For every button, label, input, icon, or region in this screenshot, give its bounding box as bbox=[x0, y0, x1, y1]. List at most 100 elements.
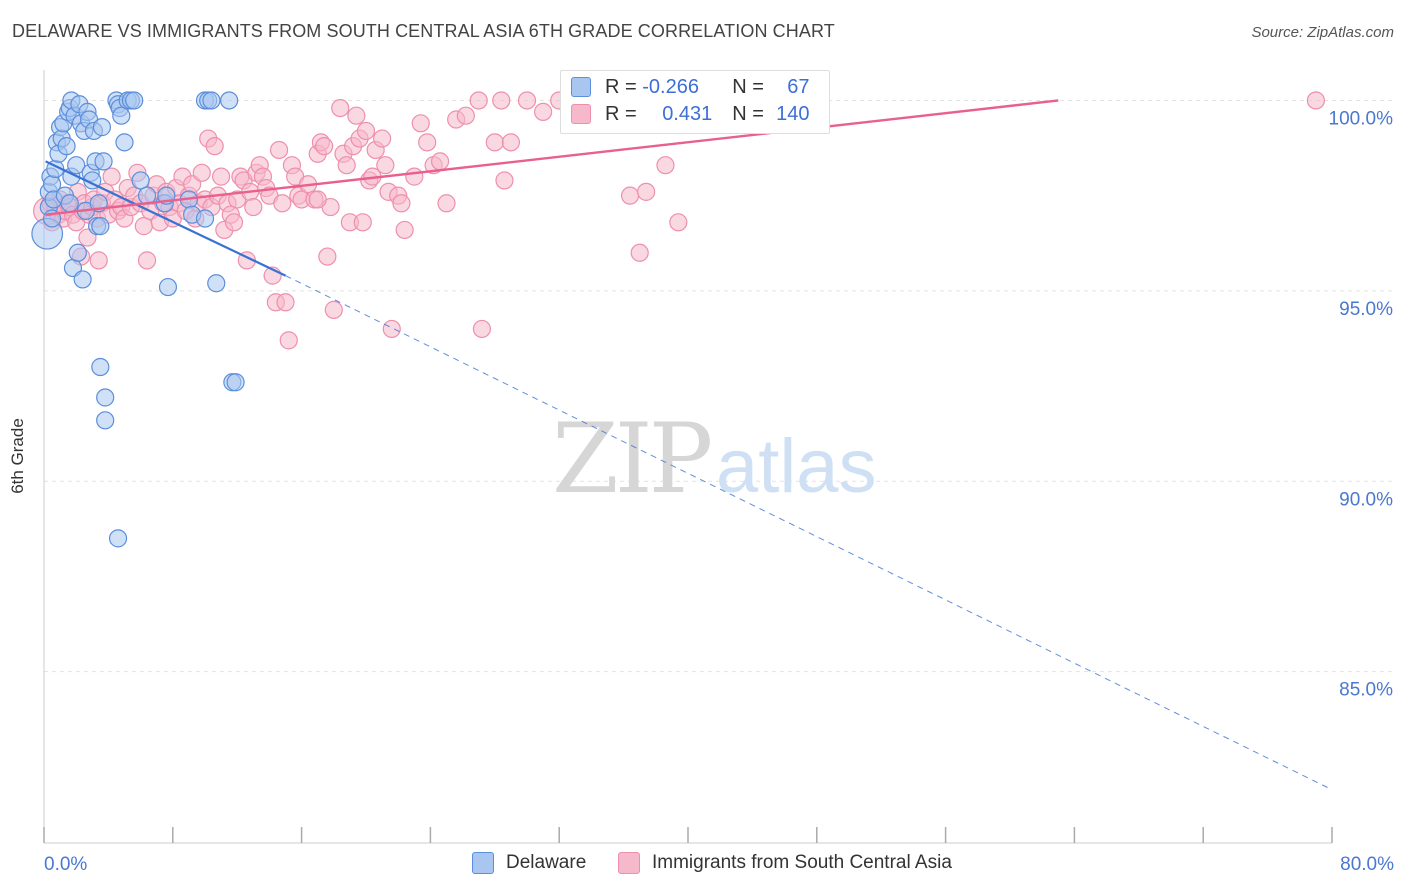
y-tick-label: 95.0% bbox=[1339, 299, 1393, 320]
chart-source: Source: ZipAtlas.com bbox=[1251, 24, 1394, 41]
immigrants-point bbox=[273, 194, 292, 213]
watermark: ZIP atlas bbox=[552, 403, 877, 515]
y-tick-label: 90.0% bbox=[1339, 489, 1393, 510]
immigrants-point bbox=[102, 167, 121, 186]
delaware-point bbox=[73, 270, 92, 289]
tick-label-layer: 100.0% 95.0% 90.0% 85.0% 0.0% 80.0% bbox=[44, 108, 1394, 875]
delaware-point bbox=[68, 243, 87, 262]
immigrants-point bbox=[212, 167, 231, 186]
immigrants-point bbox=[630, 243, 649, 262]
y-tick-label: 100.0% bbox=[1329, 108, 1394, 129]
delaware-point bbox=[60, 194, 79, 213]
watermark-zip: ZIP bbox=[552, 403, 711, 515]
immigrants-point bbox=[495, 171, 514, 190]
immigrants-point bbox=[620, 186, 640, 205]
delaware-point bbox=[96, 411, 115, 430]
immigrants-point bbox=[192, 163, 211, 182]
immigrants-point bbox=[418, 133, 437, 152]
delaware-point bbox=[220, 91, 239, 110]
immigrants-point bbox=[318, 247, 337, 266]
delaware-point bbox=[112, 106, 131, 125]
chart-title: DELAWARE VS IMMIGRANTS FROM SOUTH CENTRA… bbox=[12, 21, 835, 41]
immigrants-point bbox=[337, 156, 356, 175]
legend-r-value: 0.431 bbox=[662, 102, 713, 125]
legend-label-delaware: Delaware bbox=[506, 852, 587, 873]
immigrants-point bbox=[353, 213, 372, 232]
legend-r-label: R = bbox=[605, 102, 637, 125]
immigrants-point bbox=[382, 319, 401, 339]
delaware-point bbox=[94, 152, 113, 171]
immigrants-point bbox=[279, 331, 298, 350]
delaware-trend-extension bbox=[285, 275, 1333, 791]
immigrants-point bbox=[469, 91, 488, 110]
immigrants-point bbox=[244, 197, 263, 217]
legend-swatch-delaware bbox=[472, 852, 494, 874]
legend-r-label: R = bbox=[605, 75, 637, 98]
legend-swatch-immigrants bbox=[571, 104, 591, 124]
immigrants-point bbox=[437, 194, 456, 213]
immigrants-point bbox=[517, 91, 537, 110]
series-delaware bbox=[31, 91, 245, 548]
immigrants-point bbox=[472, 319, 492, 339]
legend-item-delaware[interactable]: Delaware bbox=[472, 852, 586, 874]
legend-r-value: -0.266 bbox=[642, 75, 699, 98]
delaware-point bbox=[125, 91, 144, 110]
delaware-point bbox=[158, 277, 178, 297]
legend-n-value: 67 bbox=[787, 75, 810, 98]
delaware-point bbox=[226, 373, 245, 392]
delaware-point bbox=[131, 171, 150, 190]
immigrants-point bbox=[1306, 91, 1326, 110]
watermark-atlas: atlas bbox=[716, 424, 877, 509]
immigrants-point bbox=[485, 133, 504, 152]
immigrants-point bbox=[392, 194, 411, 213]
delaware-trend-line bbox=[45, 160, 286, 277]
legend-n-label: N = bbox=[732, 102, 764, 125]
delaware-point bbox=[91, 217, 110, 236]
immigrants-point bbox=[347, 106, 366, 125]
immigrants-point bbox=[456, 106, 475, 125]
immigrants-point bbox=[395, 220, 414, 240]
legend-swatch-delaware bbox=[571, 77, 591, 97]
delaware-point bbox=[91, 357, 110, 377]
immigrants-point bbox=[411, 114, 430, 133]
series-legend: Delaware Immigrants from South Central A… bbox=[0, 852, 1406, 878]
legend-label-immigrants: Immigrants from South Central Asia bbox=[652, 852, 952, 873]
immigrants-trend-line bbox=[45, 99, 1059, 216]
delaware-point bbox=[96, 388, 115, 407]
immigrants-point bbox=[205, 137, 224, 156]
immigrants-point bbox=[492, 91, 511, 110]
x-tick-label-max: 80.0% bbox=[1340, 854, 1394, 875]
x-tick-label-min: 0.0% bbox=[44, 854, 87, 875]
immigrants-point bbox=[269, 140, 289, 160]
trend-layer bbox=[45, 99, 1333, 791]
immigrants-point bbox=[331, 98, 350, 118]
delaware-point bbox=[207, 274, 226, 293]
y-tick-label: 85.0% bbox=[1339, 680, 1393, 701]
delaware-point bbox=[57, 137, 76, 156]
immigrants-point bbox=[669, 213, 688, 232]
legend-row-delaware: R = -0.266 N = 67 bbox=[571, 75, 810, 99]
immigrants-point bbox=[324, 300, 343, 319]
immigrants-point bbox=[134, 217, 153, 236]
delaware-point bbox=[202, 91, 221, 110]
legend-row-immigrants: R = 0.431 N = 140 bbox=[571, 102, 810, 126]
correlation-legend: R = -0.266 N = 67 R = 0.431 N = 140 bbox=[560, 70, 830, 134]
immigrants-point bbox=[376, 156, 395, 175]
delaware-point bbox=[115, 133, 134, 152]
legend-n-value: 140 bbox=[776, 102, 810, 125]
immigrants-point bbox=[637, 182, 656, 201]
immigrants-point bbox=[276, 293, 295, 312]
immigrants-point bbox=[501, 133, 520, 152]
immigrants-point bbox=[430, 152, 450, 171]
immigrants-point bbox=[89, 251, 108, 270]
immigrants-point bbox=[533, 102, 553, 121]
delaware-point bbox=[108, 529, 128, 548]
immigrants-point bbox=[373, 129, 392, 148]
immigrants-point bbox=[405, 167, 424, 186]
legend-item-immigrants[interactable]: Immigrants from South Central Asia bbox=[618, 852, 952, 874]
immigrants-point bbox=[224, 213, 244, 232]
delaware-point bbox=[92, 118, 112, 137]
delaware-point bbox=[195, 209, 215, 228]
immigrants-point bbox=[137, 251, 157, 270]
